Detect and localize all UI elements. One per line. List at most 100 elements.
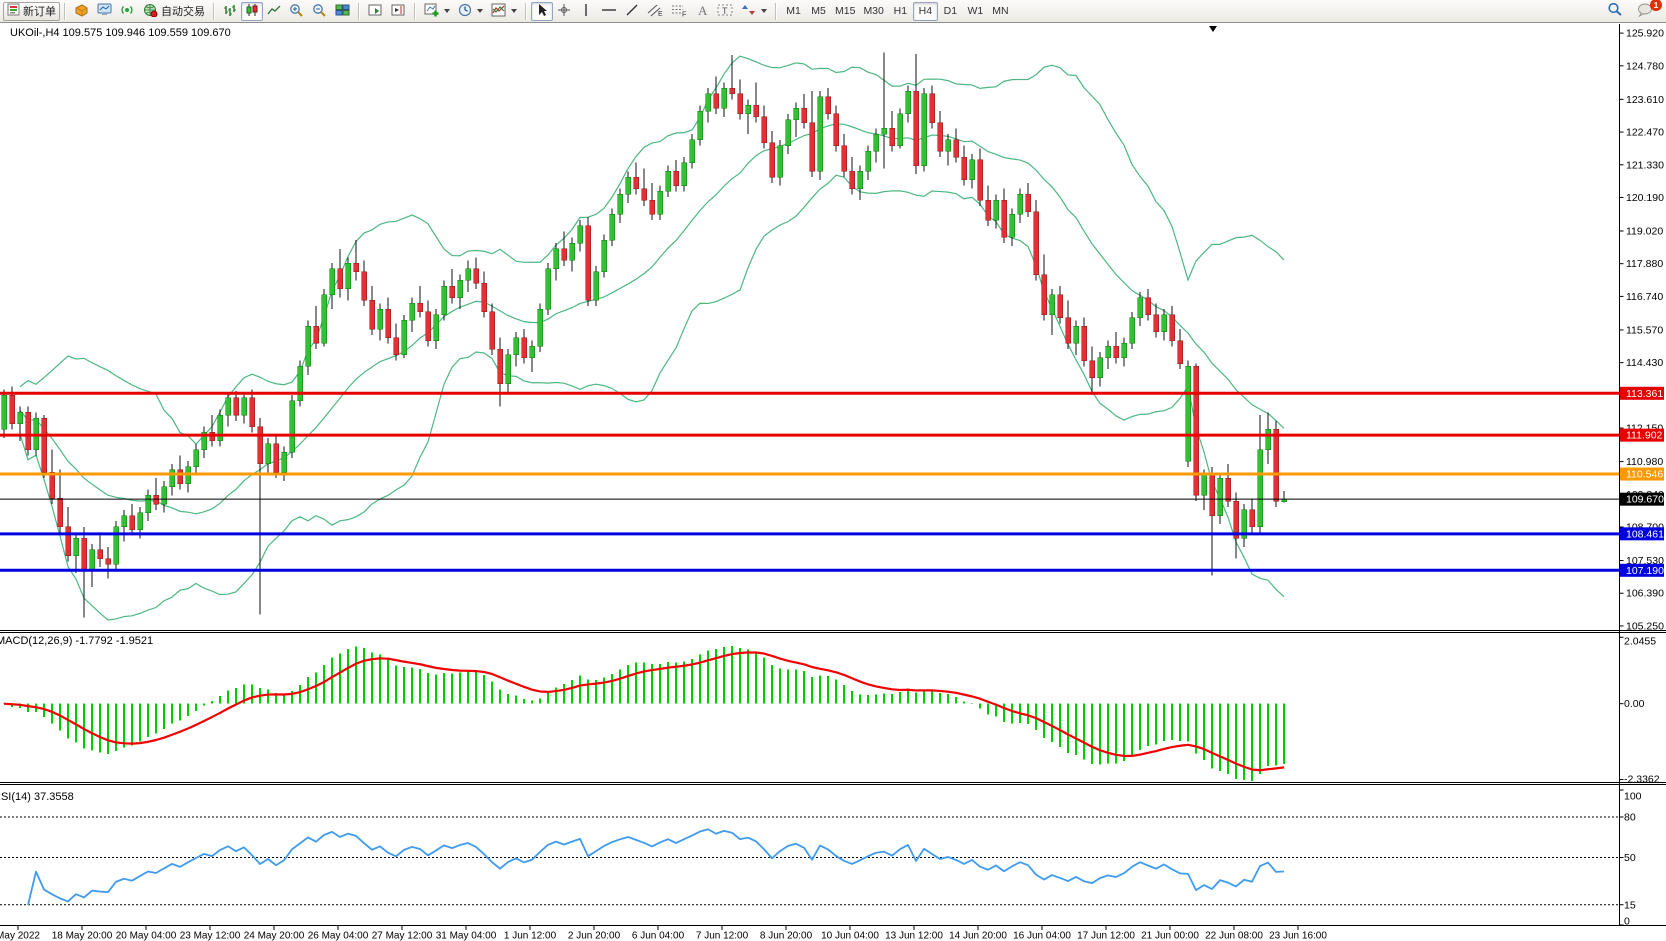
arrows-button[interactable] — [737, 2, 771, 21]
notifications-button[interactable]: 1 — [1633, 0, 1662, 21]
rsi-line — [27, 828, 1285, 906]
timeframe-button-m5[interactable]: M5 — [811, 5, 826, 17]
timeframe-button-h1[interactable]: H1 — [893, 5, 908, 17]
bear-candle — [65, 526, 71, 556]
chart-shift-button[interactable] — [387, 2, 410, 21]
autotrading-button[interactable]: 自动交易 — [139, 2, 209, 21]
bull-candle — [609, 214, 615, 241]
horizontal-line-button[interactable] — [597, 2, 621, 21]
price-level-badge-label: 108.461 — [1626, 528, 1664, 540]
timeframe-button-d1[interactable]: D1 — [943, 5, 958, 17]
bull-candle — [73, 538, 79, 556]
toolbar-right-group: 1 — [1603, 0, 1662, 21]
text-label-button[interactable]: T — [713, 2, 737, 21]
autotrading-globe-icon — [143, 3, 158, 20]
bull-candle — [265, 443, 271, 465]
vertical-line-button[interactable] — [575, 2, 597, 21]
bear-candle — [809, 122, 815, 172]
price-tick-label: 114.430 — [1626, 357, 1663, 369]
bar-chart-button[interactable] — [219, 2, 241, 21]
period-button[interactable] — [454, 2, 487, 21]
bear-candle — [1057, 294, 1063, 318]
rsi-label: RSI(14) 37.3558 — [0, 791, 74, 803]
bear-candle — [841, 145, 847, 172]
chart-shift-marker-icon[interactable] — [1209, 26, 1217, 32]
chart-autoscroll-button[interactable] — [364, 2, 387, 21]
bear-candle — [489, 311, 495, 350]
new-order-button[interactable]: 新订单 — [3, 1, 60, 21]
fibonacci-button[interactable]: F — [667, 2, 691, 21]
bull-candle — [17, 412, 23, 424]
bear-candle — [1113, 346, 1119, 359]
zoom-out-button[interactable] — [308, 2, 331, 21]
timeframe-button-w1[interactable]: W1 — [967, 5, 984, 17]
timeframe-button-m1[interactable]: M1 — [786, 5, 801, 17]
time-tick-label: 10 Jun 04:00 — [821, 931, 879, 941]
bull-candle — [881, 128, 887, 135]
bull-candle — [1161, 314, 1167, 333]
timeframe-button-m30[interactable]: M30 — [863, 5, 884, 17]
separator — [414, 2, 416, 20]
vertical-line-icon — [581, 3, 591, 20]
bear-candle — [769, 142, 775, 178]
time-tick-label: 27 May 12:00 — [372, 931, 433, 941]
crosshair-button[interactable] — [553, 2, 575, 21]
bull-candle — [289, 400, 295, 453]
svg-text:E: E — [658, 11, 663, 17]
bear-candle — [585, 225, 591, 301]
bull-candle — [329, 268, 335, 295]
timeframe-button-h4[interactable]: H4 — [912, 1, 938, 21]
bear-candle — [633, 176, 639, 189]
rsi-tick-label: 100 — [1624, 791, 1642, 803]
trendline-button[interactable] — [621, 2, 643, 21]
time-tick-label: 1 Jun 12:00 — [504, 931, 557, 941]
macd-pane[interactable] — [3, 646, 1285, 781]
text-button[interactable]: A — [691, 2, 713, 21]
bull-candle — [241, 397, 247, 416]
cursor-button[interactable] — [531, 1, 553, 21]
signal-button[interactable] — [116, 2, 139, 21]
bull-candle — [465, 268, 471, 281]
indicators-button[interactable] — [487, 2, 521, 21]
macd-tick-label: -2.3362 — [1624, 774, 1660, 786]
bull-candle — [377, 308, 383, 330]
bull-candle — [945, 139, 951, 152]
svg-text:T: T — [722, 6, 728, 16]
box-button[interactable] — [70, 2, 93, 21]
channel-button[interactable]: E — [643, 2, 667, 21]
bear-candle — [1169, 314, 1175, 341]
bull-candle — [1137, 297, 1143, 318]
bear-candle — [337, 268, 343, 290]
search-button[interactable] — [1603, 2, 1627, 21]
bull-candle — [817, 96, 823, 172]
candlestick-chart-button[interactable] — [241, 1, 263, 21]
line-chart-button[interactable] — [263, 2, 285, 21]
tile-windows-button[interactable] — [331, 2, 354, 21]
fibonacci-icon: F — [671, 3, 687, 20]
monitor-icon — [97, 3, 112, 20]
bear-candle — [1273, 429, 1279, 502]
bear-candle — [41, 417, 47, 473]
bull-candle — [553, 248, 559, 270]
zoom-in-icon — [289, 3, 304, 20]
bear-candle — [825, 96, 831, 115]
bull-candle — [777, 145, 783, 178]
autotrading-label: 自动交易 — [161, 6, 205, 18]
timeframe-button-m15[interactable]: M15 — [835, 5, 856, 17]
toolbar: 新订单 自动交易 — [0, 0, 1666, 23]
bear-candle — [977, 159, 983, 201]
new-chart-button[interactable] — [420, 2, 454, 21]
bear-candle — [1153, 314, 1159, 333]
bull-candle — [1049, 294, 1055, 316]
bull-candle — [433, 314, 439, 341]
rsi-pane[interactable] — [0, 816, 1619, 906]
bull-candle — [577, 225, 583, 244]
main-price-pane[interactable] — [1, 52, 1287, 621]
new-order-label: 新订单 — [23, 6, 56, 18]
bar-chart-icon — [223, 3, 237, 20]
monitor-button[interactable] — [93, 2, 116, 21]
bull-candle — [657, 191, 663, 215]
timeframe-button-mn[interactable]: MN — [992, 5, 1009, 17]
zoom-in-button[interactable] — [285, 2, 308, 21]
